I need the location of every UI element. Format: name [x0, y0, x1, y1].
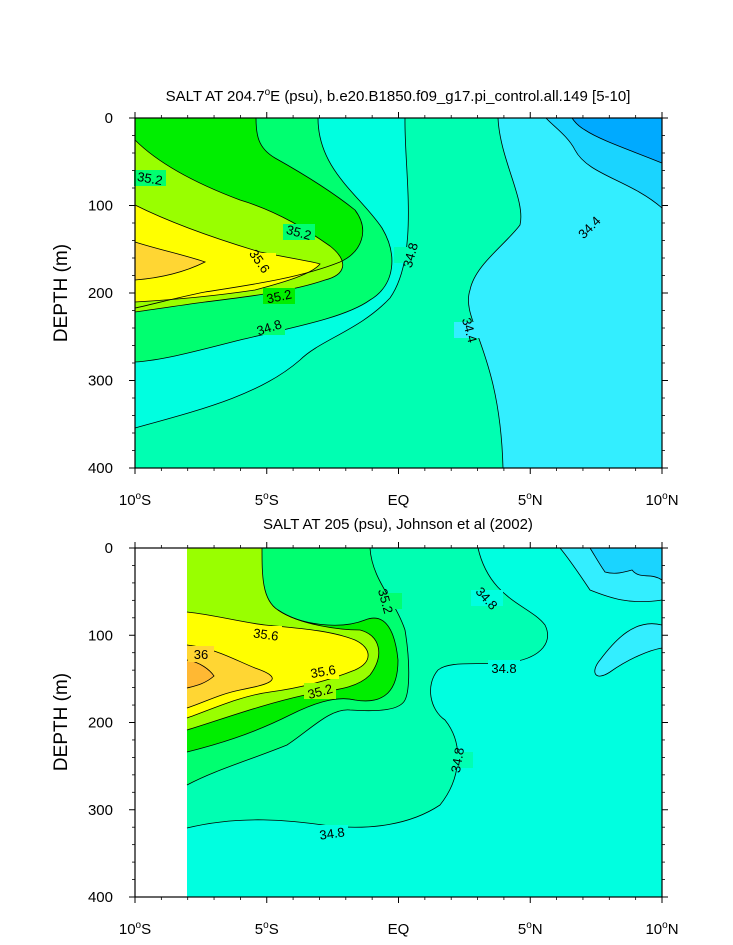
contour-label: 35.2 [306, 681, 334, 702]
contour-line [134, 117, 393, 363]
x-tick-label: 5oS [255, 491, 279, 509]
fill-35-6 [135, 205, 320, 302]
contour-line [545, 117, 663, 209]
x-tick-label: 5oN [518, 920, 543, 938]
contour-label: 35.2 [375, 587, 396, 615]
contour-line [134, 241, 207, 281]
contour-label: 34.4 [459, 316, 480, 344]
panel-2-title: SALT AT 205 (psu), Johnson et al (2002) [263, 516, 533, 533]
panel-1-contour-labels: 35.2 35.2 35.6 35.2 34.8 34.8 34.4 34.4 [134, 169, 605, 344]
contour-label: 34.8 [448, 746, 467, 774]
panel-2-contour-labels: 35.6 36 35.6 35.2 35.2 34.8 34.8 34.8 34… [188, 584, 520, 843]
contour-label: 35.2 [136, 169, 164, 188]
y-tick-label: 200 [88, 285, 113, 302]
contour-label: 34.8 [491, 661, 516, 676]
y-tick-label: 400 [88, 889, 113, 906]
y-tick-label: 100 [88, 198, 113, 215]
contour-line [594, 623, 663, 677]
contour-line [134, 204, 321, 303]
y-tick-label: 0 [105, 540, 113, 557]
fill-34-0 [572, 118, 662, 163]
fill-34-4 [594, 623, 662, 677]
contour-line [559, 547, 663, 603]
x-tick-label: EQ [388, 921, 410, 938]
panel-1-contour-lines [134, 117, 663, 469]
contour-label: 35.2 [285, 222, 313, 243]
panel-2-contour-fills [187, 548, 662, 897]
panel-1-model: SALT AT 204.7oE (psu), b.e20.B1850.f09_g… [51, 87, 679, 509]
contour-label: 34.8 [400, 241, 421, 269]
x-tick-label: 10oN [645, 920, 678, 938]
contour-line [186, 611, 369, 719]
panel-2-axes: 0 100 200 300 400 10oS 5oS EQ 5oN 10oN [88, 540, 679, 938]
x-tick-label: 10oS [119, 920, 151, 938]
contour-line [134, 117, 409, 429]
contour-line [186, 644, 273, 709]
panel-1-title: SALT AT 204.7oE (psu), b.e20.B1850.f09_g… [166, 87, 631, 105]
panel-2-observed: SALT AT 205 (psu), Johnson et al (2002) [51, 516, 679, 938]
y-tick-label: 300 [88, 373, 113, 390]
x-tick-label: 10oN [645, 491, 678, 509]
contour-label: 35.6 [309, 662, 337, 681]
contour-line [571, 117, 663, 164]
fill-35-8 [135, 242, 205, 280]
contour-line [134, 117, 364, 309]
y-tick-label: 200 [88, 715, 113, 732]
panel-1-axes: 0 100 200 300 400 10oS 5oS EQ 5oN 10oN [88, 110, 679, 509]
y-tick-label: 100 [88, 627, 113, 644]
x-tick-label: EQ [388, 492, 410, 509]
panel-2-y-label: DEPTH (m) [51, 673, 72, 771]
panel-1-y-label: DEPTH (m) [51, 244, 72, 342]
x-tick-label: 5oS [255, 920, 279, 938]
x-tick-label: 10oS [119, 491, 151, 509]
contour-line [468, 117, 522, 469]
contour-line [186, 609, 379, 731]
contour-line [186, 547, 410, 786]
contour-line [186, 659, 215, 689]
contour-label: 35.6 [252, 625, 279, 643]
x-tick-label: 5oN [518, 491, 543, 509]
contour-label: 35.2 [265, 287, 293, 307]
fill-34-2 [590, 548, 662, 580]
y-tick-label: 300 [88, 802, 113, 819]
y-tick-label: 0 [105, 110, 113, 127]
contour-line [134, 139, 343, 313]
contour-label: 34.8 [255, 316, 284, 338]
contour-line [589, 547, 663, 581]
fill-36-0 [187, 660, 214, 688]
contour-label: 34.8 [318, 824, 345, 842]
panel-1-contour-fills [135, 118, 662, 468]
contour-label: 36 [194, 647, 208, 662]
y-tick-label: 400 [88, 460, 113, 477]
